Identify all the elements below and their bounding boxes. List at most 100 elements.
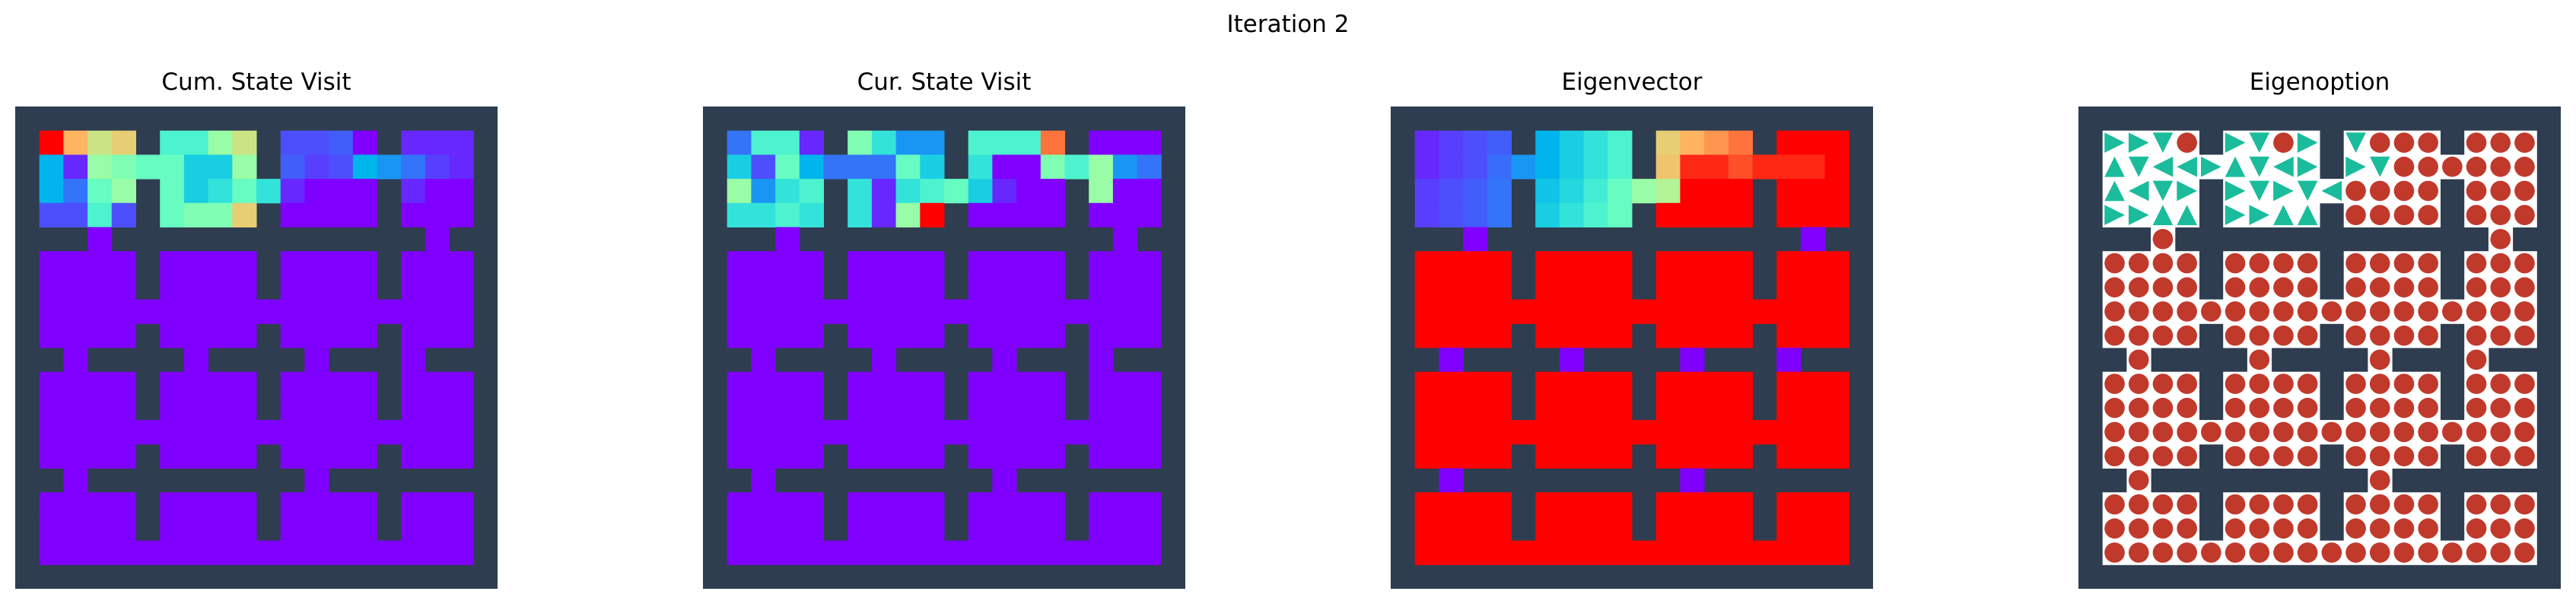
heatmap-cell xyxy=(968,154,993,180)
heatmap-cell xyxy=(1559,202,1585,227)
heatmap-cell xyxy=(1414,396,1439,421)
heatmap-cell xyxy=(1776,179,1802,204)
heatmap-cell xyxy=(329,154,354,180)
heatmap-cell xyxy=(280,251,305,276)
heatmap-cell xyxy=(1583,251,1608,276)
heatmap-cell xyxy=(1728,443,1753,469)
heatmap-cell xyxy=(944,179,969,204)
terminate-marker xyxy=(2393,374,2415,394)
terminate-marker xyxy=(2369,421,2390,443)
terminate-marker xyxy=(2466,325,2487,346)
heatmap-cell xyxy=(968,371,993,396)
terminate-marker xyxy=(2369,349,2390,370)
heatmap-cell xyxy=(1112,275,1138,300)
heatmap-cell xyxy=(1776,299,1802,324)
heatmap-cell xyxy=(1487,154,1512,180)
heatmap-cell xyxy=(160,130,185,155)
heatmap-cell xyxy=(63,202,88,227)
action-arrow-marker xyxy=(2201,156,2221,177)
heatmap-cell xyxy=(1800,227,1826,252)
heatmap-cell xyxy=(895,443,921,469)
heatmap-cell xyxy=(160,299,185,324)
heatmap-cell xyxy=(1655,202,1681,227)
heatmap-cell xyxy=(799,516,824,542)
heatmap-cell xyxy=(160,179,185,204)
terminate-marker xyxy=(2418,421,2438,443)
heatmap-cell xyxy=(1439,468,1464,493)
heatmap-cell xyxy=(232,251,257,276)
heatmap-cell xyxy=(63,130,88,155)
heatmap-cell xyxy=(304,275,329,300)
heatmap-cell xyxy=(1824,492,1849,517)
heatmap-cell xyxy=(1535,516,1560,542)
heatmap-cell xyxy=(1608,443,1633,469)
heatmap-cell xyxy=(1632,420,1657,445)
heatmap-cell xyxy=(895,323,921,348)
heatmap-cell xyxy=(1089,443,1114,469)
terminate-marker xyxy=(2393,542,2415,563)
heatmap-cell xyxy=(87,154,113,180)
terminate-marker xyxy=(2490,277,2511,298)
heatmap-cell xyxy=(1824,443,1849,469)
heatmap-cell xyxy=(920,154,945,180)
terminate-marker xyxy=(2249,325,2270,346)
heatmap-cell xyxy=(1439,299,1464,324)
action-arrow-marker xyxy=(2104,205,2125,225)
heatmap-cell xyxy=(1559,396,1585,421)
heatmap-cell xyxy=(1776,275,1802,300)
terminate-marker xyxy=(2225,518,2246,539)
heatmap-cell xyxy=(208,540,233,565)
heatmap-cell xyxy=(1414,371,1439,396)
terminate-marker xyxy=(2345,205,2366,225)
heatmap-cell xyxy=(1439,251,1464,276)
heatmap-cell xyxy=(799,323,824,348)
heatmap-cell xyxy=(1704,516,1729,542)
heatmap-cell xyxy=(1487,420,1512,445)
panel-title-eigenoption: Eigenoption xyxy=(2249,68,2390,96)
heatmap-cell xyxy=(1655,154,1681,180)
terminate-marker xyxy=(2393,180,2415,202)
action-arrow-marker xyxy=(2177,156,2197,177)
heatmap-cell xyxy=(63,154,88,180)
heatmap-cell xyxy=(401,443,426,469)
heatmap-cell xyxy=(232,492,257,517)
heatmap-cell xyxy=(280,323,305,348)
heatmap-cell xyxy=(1487,130,1512,155)
terminate-marker xyxy=(2418,253,2438,274)
heatmap-cur-state-visit xyxy=(703,106,1185,589)
heatmap-cell xyxy=(280,202,305,227)
terminate-marker xyxy=(2249,253,2270,274)
terminate-marker xyxy=(2128,470,2149,491)
heatmap-cell xyxy=(1824,396,1849,421)
heatmap-cell xyxy=(208,516,233,542)
heatmap-cell xyxy=(1040,443,1065,469)
heatmap-cell xyxy=(1040,492,1065,517)
heatmap-cell xyxy=(183,540,209,565)
heatmap-cell xyxy=(1112,323,1138,348)
heatmap-cell xyxy=(1824,420,1849,445)
heatmap-cell xyxy=(1800,540,1826,565)
terminate-marker xyxy=(2466,518,2487,539)
heatmap-cell xyxy=(799,202,824,227)
terminate-marker xyxy=(2225,325,2246,346)
heatmap-cell xyxy=(1137,443,1162,469)
heatmap-cell xyxy=(1704,179,1729,204)
heatmap-cell xyxy=(920,275,945,300)
heatmap-cell xyxy=(1583,323,1608,348)
terminate-marker xyxy=(2273,277,2294,298)
action-arrow-marker xyxy=(2297,180,2318,202)
heatmap-cell xyxy=(1414,516,1439,542)
heatmap-cell xyxy=(280,130,305,155)
terminate-marker xyxy=(2321,301,2342,322)
action-arrow-marker xyxy=(2152,205,2174,225)
terminate-marker xyxy=(2490,446,2511,466)
heatmap-cell xyxy=(799,154,824,180)
terminate-marker xyxy=(2177,253,2197,274)
heatmap-cell xyxy=(1414,492,1439,517)
heatmap-cell xyxy=(1824,154,1849,180)
heatmap-cell xyxy=(1112,227,1138,252)
heatmap-cell xyxy=(775,420,800,445)
heatmap-cell xyxy=(775,516,800,542)
terminate-marker xyxy=(2201,421,2221,443)
terminate-marker xyxy=(2297,542,2318,563)
